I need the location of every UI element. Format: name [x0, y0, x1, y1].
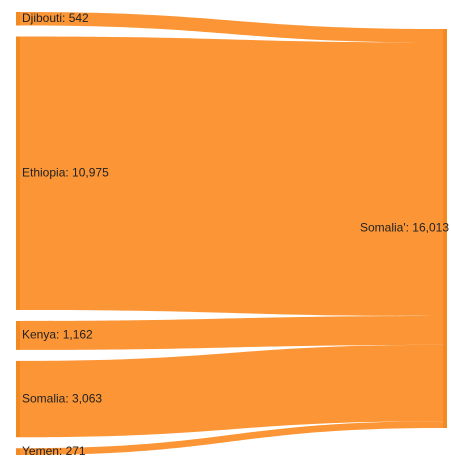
- flow-link: [20, 315, 443, 350]
- source-node: [16, 12, 20, 26]
- source-node: [16, 36, 20, 310]
- flow-link: [20, 421, 443, 455]
- target-label: Somalia': 16,013: [360, 221, 449, 235]
- source-node: [16, 448, 20, 455]
- flow-link: [20, 12, 443, 43]
- source-node: [16, 320, 20, 350]
- source-label: Ethiopia: 10,975: [22, 165, 109, 179]
- source-label: Kenya: 1,162: [22, 328, 93, 342]
- flow-link: [20, 344, 443, 438]
- target-node: [443, 29, 447, 428]
- source-label: Yemen: 271: [22, 444, 86, 457]
- source-label: Somalia: 3,063: [22, 391, 102, 405]
- flow-link: [20, 36, 443, 316]
- source-node: [16, 360, 20, 438]
- source-label: Djibouti: 542: [22, 11, 89, 25]
